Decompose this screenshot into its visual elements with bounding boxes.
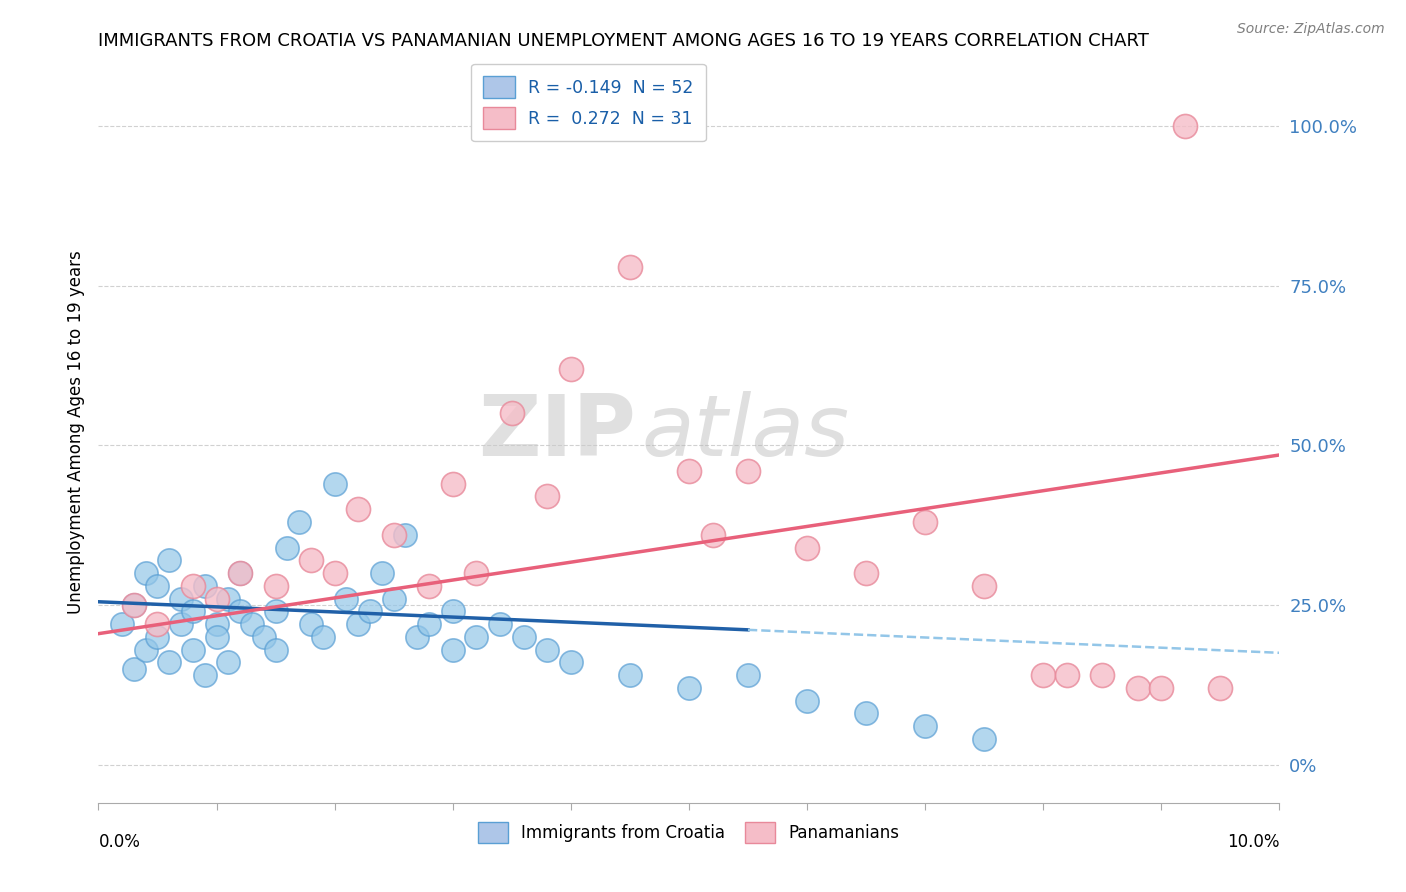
Point	[122, 598, 145, 612]
Point	[973, 731, 995, 746]
Point	[465, 566, 488, 580]
Point	[323, 566, 346, 580]
Point	[312, 630, 335, 644]
Point	[264, 579, 287, 593]
Point	[855, 566, 877, 580]
Point	[441, 642, 464, 657]
Y-axis label: Unemployment Among Ages 16 to 19 years: Unemployment Among Ages 16 to 19 years	[66, 251, 84, 615]
Point	[146, 617, 169, 632]
Point	[229, 566, 252, 580]
Point	[276, 541, 298, 555]
Point	[536, 642, 558, 657]
Point	[205, 591, 228, 606]
Point	[335, 591, 357, 606]
Point	[619, 260, 641, 274]
Point	[170, 591, 193, 606]
Point	[678, 464, 700, 478]
Point	[170, 617, 193, 632]
Point	[489, 617, 512, 632]
Point	[418, 617, 440, 632]
Point	[1091, 668, 1114, 682]
Point	[157, 553, 180, 567]
Point	[264, 642, 287, 657]
Point	[441, 604, 464, 618]
Point	[382, 527, 405, 541]
Point	[619, 668, 641, 682]
Point	[253, 630, 276, 644]
Point	[359, 604, 381, 618]
Text: IMMIGRANTS FROM CROATIA VS PANAMANIAN UNEMPLOYMENT AMONG AGES 16 TO 19 YEARS COR: IMMIGRANTS FROM CROATIA VS PANAMANIAN UN…	[98, 32, 1149, 50]
Point	[737, 464, 759, 478]
Point	[323, 476, 346, 491]
Point	[536, 490, 558, 504]
Point	[1174, 120, 1197, 134]
Point	[973, 579, 995, 593]
Point	[796, 541, 818, 555]
Point	[299, 617, 322, 632]
Point	[465, 630, 488, 644]
Point	[1209, 681, 1232, 695]
Text: atlas: atlas	[641, 391, 849, 475]
Point	[371, 566, 394, 580]
Point	[288, 515, 311, 529]
Point	[135, 642, 157, 657]
Point	[240, 617, 263, 632]
Point	[157, 656, 180, 670]
Text: ZIP: ZIP	[478, 391, 636, 475]
Point	[1126, 681, 1149, 695]
Point	[146, 579, 169, 593]
Point	[418, 579, 440, 593]
Point	[560, 361, 582, 376]
Point	[122, 662, 145, 676]
Point	[512, 630, 534, 644]
Point	[194, 668, 217, 682]
Point	[406, 630, 429, 644]
Point	[501, 407, 523, 421]
Point	[855, 706, 877, 721]
Point	[205, 630, 228, 644]
Point	[678, 681, 700, 695]
Point	[135, 566, 157, 580]
Point	[217, 656, 239, 670]
Point	[194, 579, 217, 593]
Point	[181, 642, 204, 657]
Text: 10.0%: 10.0%	[1227, 833, 1279, 851]
Point	[914, 719, 936, 733]
Text: 0.0%: 0.0%	[98, 833, 141, 851]
Point	[1150, 681, 1173, 695]
Point	[217, 591, 239, 606]
Point	[181, 579, 204, 593]
Text: Source: ZipAtlas.com: Source: ZipAtlas.com	[1237, 22, 1385, 37]
Legend: Immigrants from Croatia, Panamanians: Immigrants from Croatia, Panamanians	[471, 815, 907, 850]
Point	[205, 617, 228, 632]
Point	[146, 630, 169, 644]
Point	[702, 527, 724, 541]
Point	[122, 598, 145, 612]
Point	[394, 527, 416, 541]
Point	[737, 668, 759, 682]
Point	[229, 604, 252, 618]
Point	[1056, 668, 1078, 682]
Point	[111, 617, 134, 632]
Point	[229, 566, 252, 580]
Point	[560, 656, 582, 670]
Point	[264, 604, 287, 618]
Point	[914, 515, 936, 529]
Point	[1032, 668, 1054, 682]
Point	[796, 694, 818, 708]
Point	[382, 591, 405, 606]
Point	[347, 617, 370, 632]
Point	[347, 502, 370, 516]
Point	[299, 553, 322, 567]
Point	[441, 476, 464, 491]
Point	[181, 604, 204, 618]
